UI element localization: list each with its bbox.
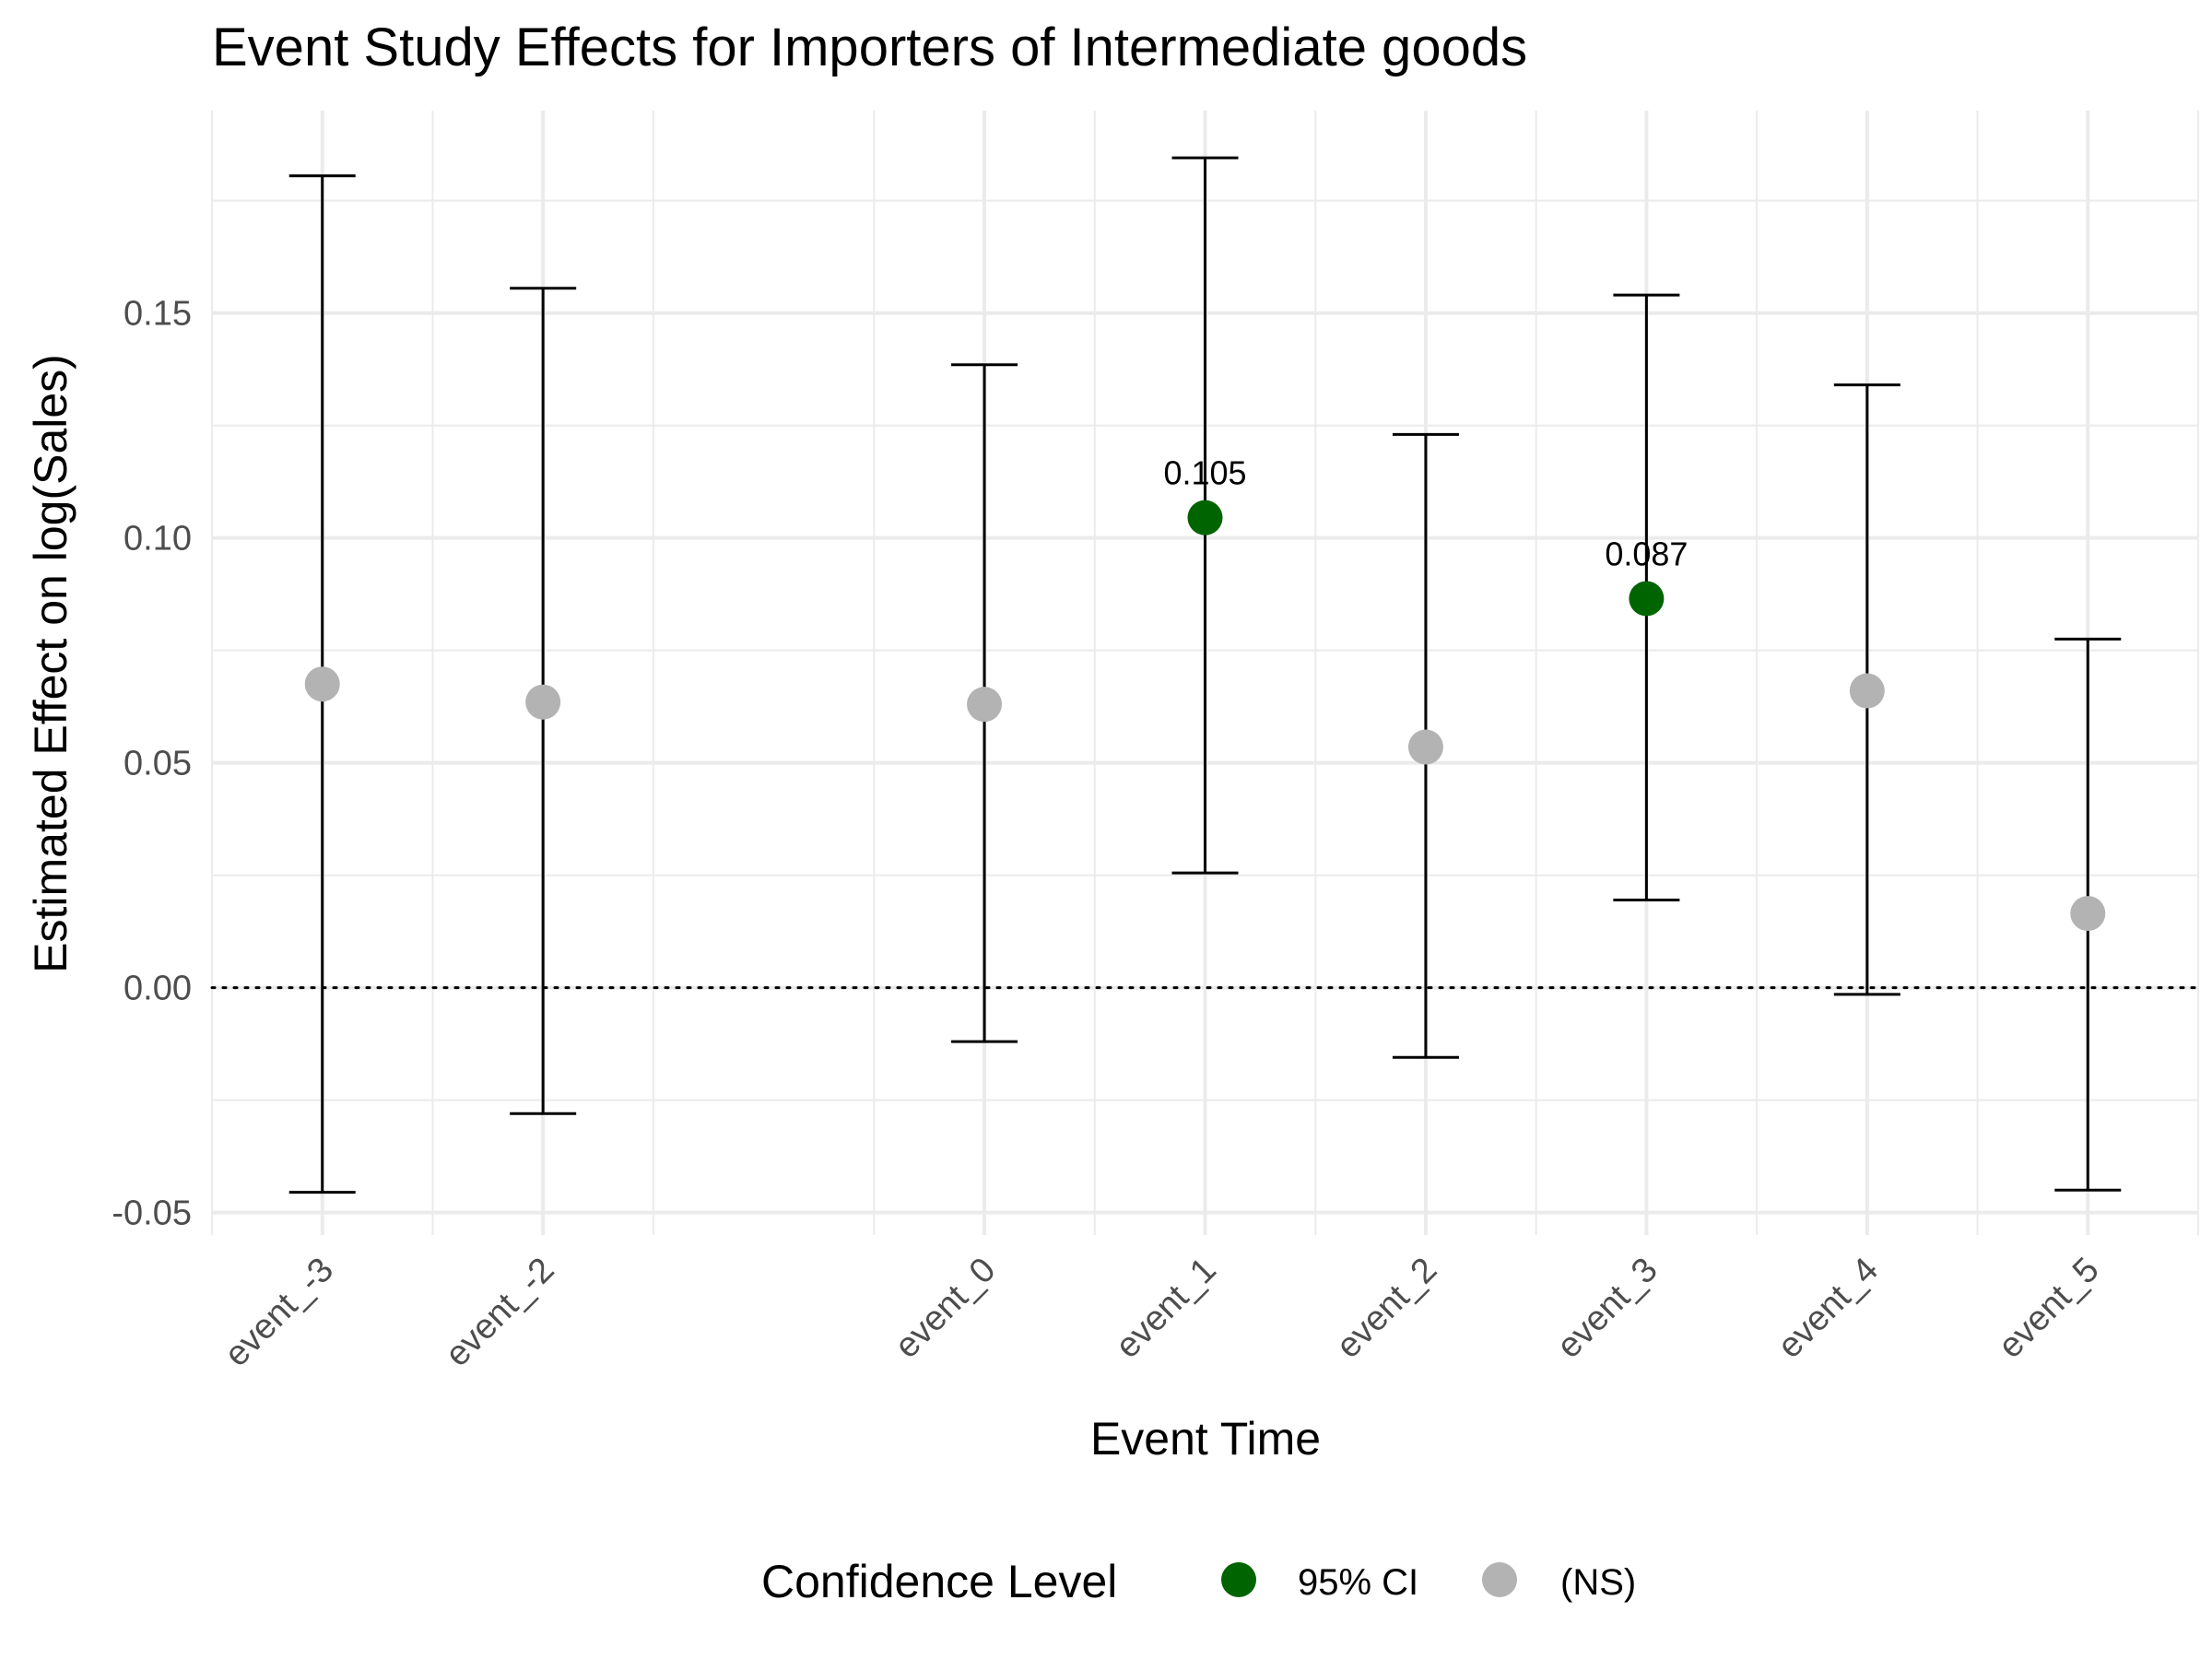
x-tick-label: event_2 bbox=[1329, 1251, 1444, 1366]
x-tick-label: event_0 bbox=[888, 1251, 1003, 1366]
estimate-point bbox=[304, 666, 340, 702]
legend-marker-not-significant bbox=[1482, 1562, 1517, 1597]
x-tick-labels: event_-3 event_-2 event_0 event_1 event_2 eve… bbox=[218, 1251, 2107, 1374]
y-tick-labels: -0.05 0.00 0.05 0.10 0.15 bbox=[112, 295, 192, 1233]
y-tick-label: 0.15 bbox=[124, 295, 192, 334]
estimate-point bbox=[525, 684, 561, 720]
estimate-point bbox=[967, 687, 1003, 723]
data-label: 0.087 bbox=[1605, 535, 1688, 572]
legend-title: Confidence Level bbox=[761, 1556, 1117, 1607]
x-tick-label: event_-2 bbox=[438, 1251, 561, 1374]
estimate-point bbox=[1849, 673, 1885, 709]
y-tick-label: 0.05 bbox=[124, 745, 192, 783]
x-tick-label: event_1 bbox=[1109, 1251, 1224, 1366]
y-tick-label: -0.05 bbox=[112, 1194, 192, 1233]
estimate-points bbox=[304, 500, 2106, 932]
y-axis-label: Estimated Effect on log(Sales) bbox=[25, 354, 76, 973]
estimate-point bbox=[2070, 896, 2106, 932]
estimate-point bbox=[1407, 729, 1443, 765]
legend-label-not-significant: (NS) bbox=[1560, 1562, 1636, 1603]
estimate-point bbox=[1629, 581, 1665, 617]
legend-marker-significant bbox=[1221, 1562, 1256, 1597]
x-tick-label: event_-3 bbox=[218, 1251, 341, 1374]
x-tick-label: event_3 bbox=[1549, 1251, 1665, 1366]
estimate-point bbox=[1187, 500, 1223, 535]
y-tick-label: 0.00 bbox=[124, 970, 192, 1008]
legend: Confidence Level 95% CI (NS) bbox=[761, 1556, 1636, 1607]
legend-label-significant: 95% CI bbox=[1298, 1562, 1418, 1603]
x-tick-label: event_5 bbox=[1991, 1251, 2106, 1366]
data-label: 0.105 bbox=[1163, 454, 1246, 492]
x-tick-label: event_4 bbox=[1771, 1251, 1886, 1366]
point-labels: 0.105 0.087 bbox=[1163, 454, 1688, 573]
x-axis-label: Event Time bbox=[1090, 1413, 1321, 1465]
y-tick-label: 0.10 bbox=[124, 520, 192, 559]
chart-title: Event Study Effects for Importers of Int… bbox=[212, 18, 1528, 77]
